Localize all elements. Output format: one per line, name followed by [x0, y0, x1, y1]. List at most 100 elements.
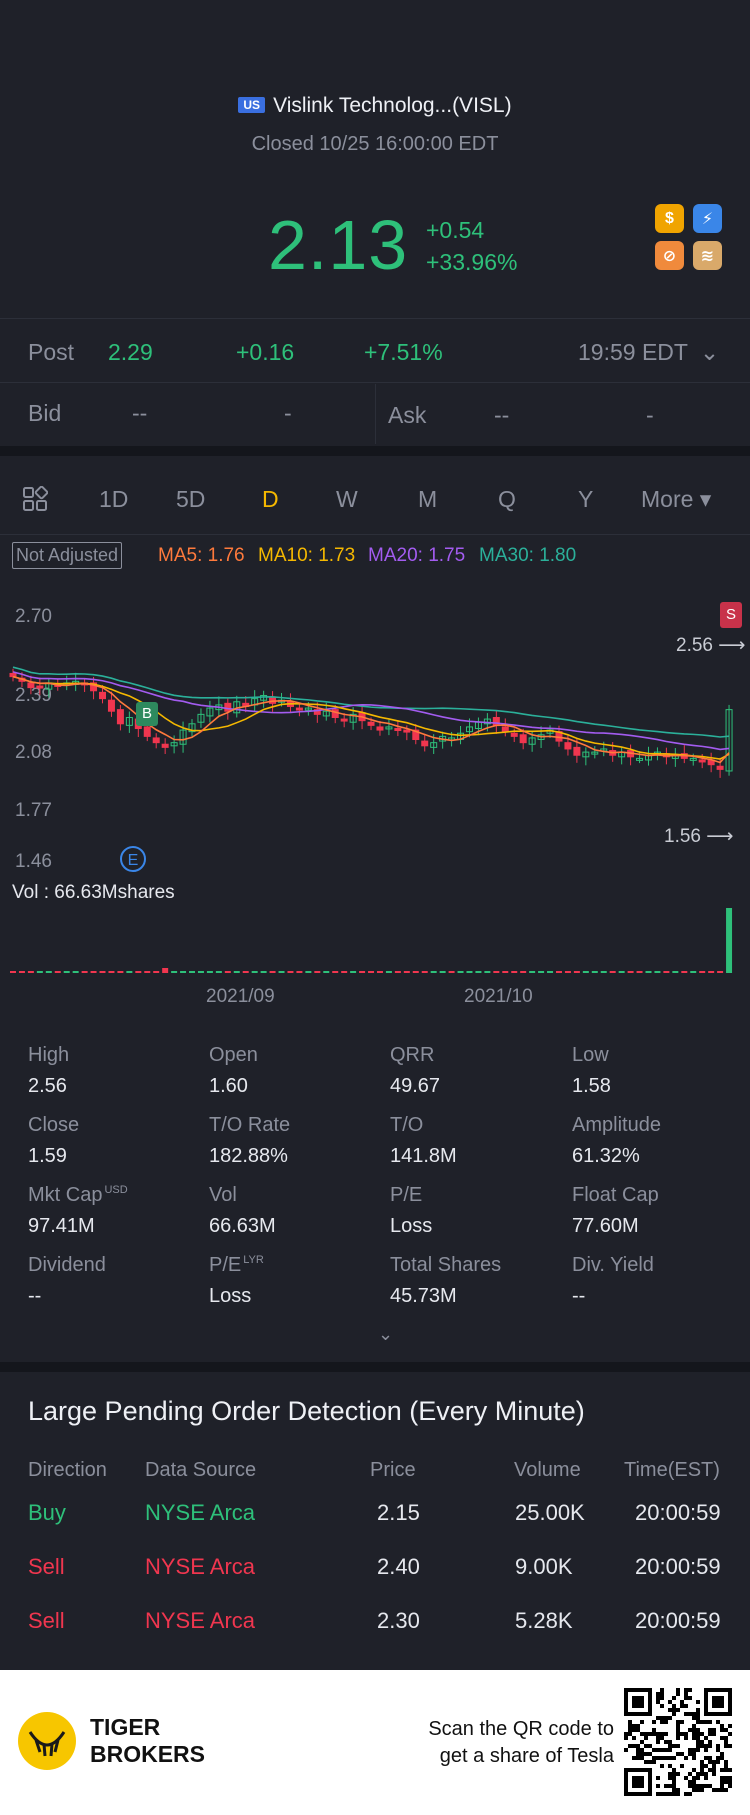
- qr-module: [660, 1736, 664, 1740]
- candle: [143, 726, 151, 737]
- low-marker-value: 1.56: [664, 826, 701, 847]
- volume-bar: [144, 971, 151, 973]
- volume-bar: [314, 971, 321, 973]
- qr-module: [640, 1740, 644, 1744]
- qr-module: [680, 1752, 684, 1756]
- tab-1d[interactable]: 1D: [99, 486, 129, 512]
- order-direction: Sell: [28, 1608, 65, 1633]
- volume-bar: [332, 971, 339, 973]
- qr-module: [720, 1756, 724, 1760]
- volume-bar: [645, 971, 652, 973]
- candle: [313, 709, 321, 715]
- brand-line-2: BROKERS: [90, 1741, 206, 1767]
- qr-module: [692, 1732, 696, 1736]
- buy-marker[interactable]: B: [136, 702, 158, 726]
- volume-bar: [359, 971, 366, 973]
- qr-module: [724, 1768, 728, 1772]
- qr-module: [664, 1732, 668, 1736]
- qr-module: [652, 1756, 656, 1760]
- qr-module: [712, 1768, 716, 1772]
- qr-module: [688, 1752, 692, 1756]
- qr-module: [664, 1748, 668, 1752]
- qr-module: [696, 1732, 700, 1736]
- qr-module: [656, 1696, 660, 1700]
- candle: [170, 742, 178, 747]
- qr-module: [704, 1720, 708, 1724]
- volume-bar: [618, 971, 625, 973]
- brand-line-1: TIGER: [90, 1714, 161, 1740]
- candle: [269, 696, 277, 704]
- qr-module: [664, 1720, 668, 1724]
- header-source: Data Source: [145, 1459, 257, 1481]
- volume-bar: [296, 971, 303, 973]
- high-marker-value: 2.56: [676, 635, 713, 656]
- tab-q[interactable]: Q: [498, 486, 516, 512]
- volume-bar: [278, 971, 285, 973]
- qr-code-icon[interactable]: [624, 1688, 732, 1796]
- stack-a-icon[interactable]: ≋: [693, 241, 722, 270]
- candlestick-chart[interactable]: [0, 590, 750, 830]
- adjust-toggle[interactable]: Not Adjusted: [12, 542, 123, 569]
- x-tick-label: 2021/10: [464, 986, 533, 1007]
- market-status: Closed 10/25 16:00:00 EDT: [251, 133, 499, 155]
- volume-chart[interactable]: [0, 900, 750, 976]
- qr-module: [696, 1772, 700, 1776]
- qr-module: [684, 1688, 688, 1692]
- tab-more[interactable]: More ▾: [641, 486, 712, 512]
- qr-module: [708, 1784, 712, 1788]
- volume-bar: [54, 971, 61, 973]
- tab-d[interactable]: D: [262, 486, 279, 512]
- volume-bar: [484, 971, 491, 973]
- qr-module: [692, 1756, 696, 1760]
- earnings-marker[interactable]: E: [120, 846, 146, 872]
- candle: [573, 746, 581, 756]
- qr-module: [668, 1792, 672, 1796]
- qr-module: [676, 1724, 680, 1728]
- candle: [90, 682, 98, 692]
- volume-bar: [233, 971, 240, 973]
- qr-module: [720, 1788, 724, 1792]
- volume-bar: [430, 971, 437, 973]
- post-change: +0.16: [236, 339, 295, 365]
- candle: [376, 726, 384, 731]
- qr-module: [676, 1792, 680, 1796]
- grid-layout-icon[interactable]: [22, 485, 49, 512]
- stat-item: Vol 66.63M: [209, 1184, 276, 1238]
- qr-module: [660, 1716, 664, 1720]
- expand-chevron-icon[interactable]: ⌄: [378, 1324, 394, 1344]
- tab-w[interactable]: W: [336, 486, 358, 512]
- order-time: 20:00:59: [635, 1554, 721, 1579]
- qr-module: [680, 1704, 684, 1708]
- tab-5d[interactable]: 5D: [176, 486, 206, 512]
- lightning-icon[interactable]: ⚡: [693, 204, 722, 233]
- candle: [385, 726, 393, 730]
- qr-module: [700, 1760, 704, 1764]
- qr-module: [660, 1756, 664, 1760]
- qr-module: [636, 1748, 640, 1752]
- qr-module: [656, 1732, 660, 1736]
- qr-cta: Scan the QR code to get a share of Tesla: [428, 1716, 614, 1770]
- qr-module: [636, 1744, 640, 1748]
- order-source: NYSE Arca: [145, 1500, 256, 1525]
- volume-bar: [717, 971, 724, 973]
- qr-module: [640, 1732, 644, 1736]
- sell-marker[interactable]: S: [720, 602, 742, 628]
- qr-module: [716, 1748, 720, 1752]
- volume-bar: [699, 971, 706, 973]
- qr-module: [728, 1732, 732, 1736]
- qr-module: [676, 1692, 680, 1696]
- volume-bar: [600, 971, 607, 973]
- tab-y[interactable]: Y: [578, 486, 594, 512]
- qr-module: [692, 1716, 696, 1720]
- stat-item: P/E Loss: [390, 1184, 432, 1238]
- post-time-selector[interactable]: 19:59 EDT ⌄: [578, 339, 719, 366]
- no-margin-icon[interactable]: ⊘: [655, 241, 684, 270]
- tab-m[interactable]: M: [418, 486, 438, 512]
- qr-module: [708, 1720, 712, 1724]
- qr-module: [728, 1768, 732, 1772]
- volume-bar: [403, 971, 410, 973]
- order-volume: 25.00K: [515, 1500, 585, 1525]
- dollar-icon[interactable]: $: [655, 204, 684, 233]
- volume-bar: [547, 971, 554, 973]
- candle: [465, 726, 473, 733]
